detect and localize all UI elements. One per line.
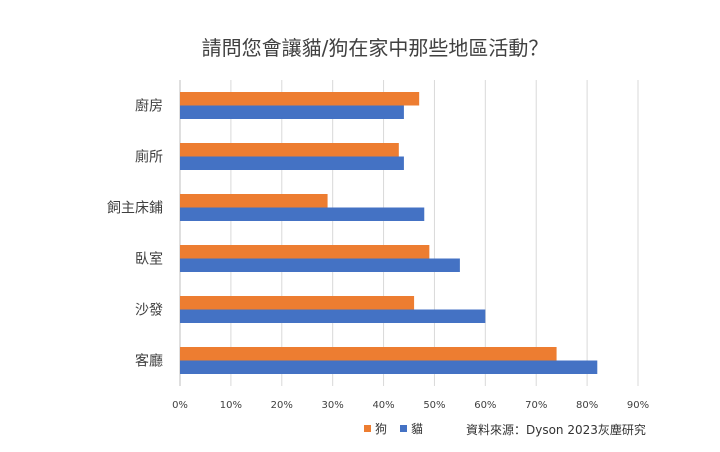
bars — [180, 92, 598, 374]
x-tick-label: 70% — [525, 400, 547, 411]
category-label: 廁所 — [135, 149, 163, 166]
source-note: 資料來源：Dyson 2023灰塵研究 — [466, 422, 646, 437]
bar-dog — [180, 296, 415, 310]
bar-dog — [180, 347, 557, 361]
bar-cat — [180, 258, 460, 272]
x-tick-label: 20% — [271, 400, 293, 411]
legend: 狗 貓 — [364, 422, 423, 436]
legend-label-dog: 狗 — [375, 422, 387, 436]
x-tick-label: 50% — [423, 400, 445, 411]
category-label: 飼主床鋪 — [107, 201, 163, 217]
legend-swatch-dog — [364, 425, 371, 432]
x-tick-label: 80% — [576, 400, 598, 411]
x-tick-label: 10% — [220, 400, 242, 411]
bar-dog — [180, 92, 420, 106]
bar-cat — [180, 360, 598, 374]
x-tick-label: 30% — [322, 400, 344, 411]
x-tick-label: 90% — [627, 400, 649, 411]
bar-cat — [180, 105, 404, 119]
chart-title: 請問您會讓貓/狗在家中那些地區活動？ — [202, 36, 549, 60]
bar-dog — [180, 143, 399, 157]
gridlines — [179, 80, 639, 386]
x-tick-label: 40% — [372, 400, 394, 411]
x-tick-label: 0% — [172, 400, 188, 411]
x-tick-label: 60% — [474, 400, 496, 411]
x-axis-ticks: 0% 10% 20% 30% 40% 50% 60% 70% 80% 90% — [172, 400, 649, 411]
legend-swatch-cat — [400, 425, 407, 432]
bar-dog — [180, 245, 430, 259]
legend-label-cat: 貓 — [411, 422, 423, 436]
bar-cat — [180, 309, 486, 323]
category-label: 沙發 — [135, 303, 163, 319]
bar-cat — [180, 156, 404, 170]
category-label: 臥室 — [135, 251, 163, 268]
category-label: 客廳 — [135, 353, 163, 370]
bar-cat — [180, 207, 425, 221]
category-label: 廚房 — [135, 98, 163, 115]
bar-dog — [180, 194, 328, 208]
